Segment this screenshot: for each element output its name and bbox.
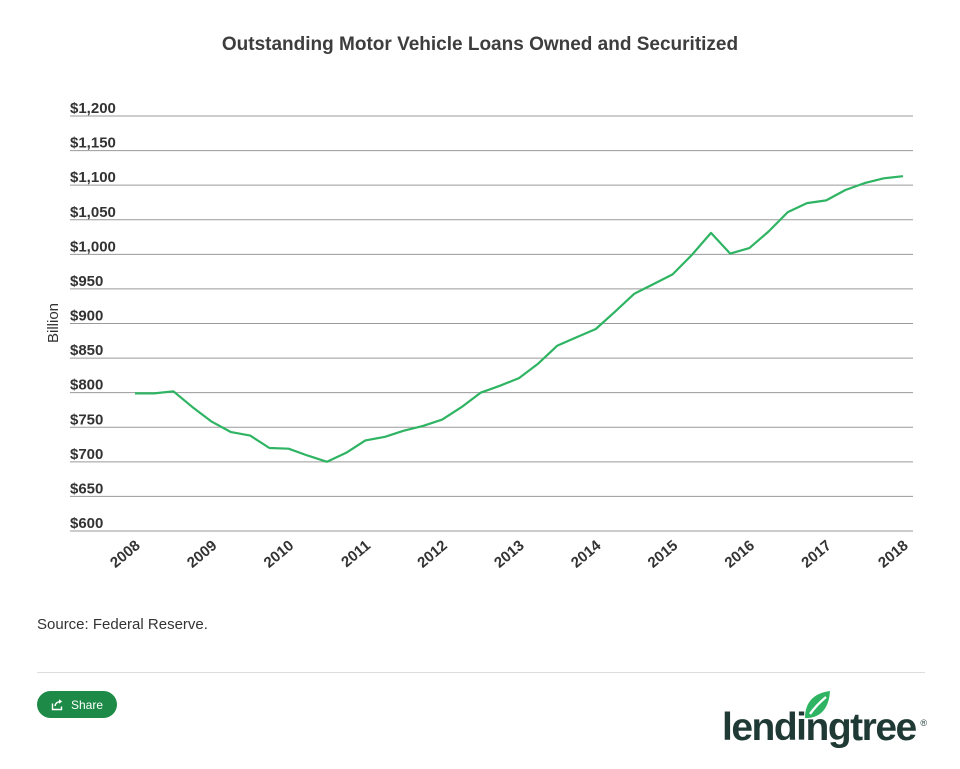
- data-point[interactable]: [285, 445, 293, 453]
- logo-registered-mark: ®: [920, 718, 927, 728]
- data-point[interactable]: [822, 196, 830, 204]
- y-tick-label: $750: [70, 411, 103, 428]
- x-tick-label: 2014: [568, 537, 605, 572]
- share-button[interactable]: Share: [37, 691, 117, 718]
- x-tick-label: 2017: [798, 537, 834, 571]
- x-tick-label: 2015: [645, 537, 681, 571]
- x-tick-label: 2018: [875, 537, 911, 571]
- x-tick-label: 2009: [184, 537, 220, 571]
- data-point[interactable]: [515, 374, 523, 382]
- data-point[interactable]: [496, 382, 504, 390]
- y-tick-label: $800: [70, 377, 103, 394]
- y-tick-label: $1,100: [70, 169, 116, 186]
- data-point[interactable]: [400, 427, 408, 435]
- y-tick-label: $1,150: [70, 135, 116, 152]
- data-point[interactable]: [304, 452, 312, 460]
- y-tick-label: $700: [70, 446, 103, 463]
- data-point[interactable]: [573, 333, 581, 341]
- x-tick-label: 2013: [491, 537, 527, 571]
- leaf-icon: [805, 691, 830, 718]
- data-point[interactable]: [841, 186, 849, 194]
- data-point[interactable]: [131, 389, 139, 397]
- data-point[interactable]: [381, 433, 389, 441]
- data-point[interactable]: [150, 389, 158, 397]
- data-point[interactable]: [227, 428, 235, 436]
- divider: [37, 672, 925, 673]
- data-point[interactable]: [457, 403, 465, 411]
- data-point[interactable]: [342, 449, 350, 457]
- data-point[interactable]: [534, 360, 542, 368]
- data-point[interactable]: [592, 325, 600, 333]
- share-label: Share: [70, 697, 104, 712]
- x-tick-label: 2011: [338, 537, 374, 571]
- logo-wordmark: lendingtree: [722, 706, 917, 749]
- share-icon: [51, 699, 63, 711]
- data-point[interactable]: [208, 418, 216, 426]
- data-point[interactable]: [707, 229, 715, 237]
- data-point[interactable]: [649, 280, 657, 288]
- source-note: Source: Federal Reserve.: [37, 616, 208, 633]
- series-group: [131, 172, 907, 466]
- grid-lines: [70, 115, 913, 532]
- x-axis-ticks: 2008 2009 2010 2011 2012 2013 2014 2015 2016 2017…: [107, 537, 911, 572]
- data-point[interactable]: [169, 387, 177, 395]
- data-point[interactable]: [765, 228, 773, 236]
- data-point[interactable]: [553, 342, 561, 350]
- data-point[interactable]: [438, 416, 446, 424]
- data-point[interactable]: [669, 270, 677, 278]
- data-point[interactable]: [419, 422, 427, 430]
- x-tick-label: 2010: [261, 537, 297, 571]
- x-tick-label: 2012: [414, 537, 450, 571]
- y-axis-label: Billion: [45, 303, 62, 343]
- y-tick-label: $850: [70, 342, 103, 359]
- data-point[interactable]: [745, 244, 753, 252]
- y-tick-label: $600: [70, 515, 103, 532]
- data-point[interactable]: [246, 432, 254, 440]
- data-point[interactable]: [630, 290, 638, 298]
- data-point[interactable]: [688, 251, 696, 259]
- y-tick-label: $650: [70, 480, 103, 497]
- data-point[interactable]: [803, 199, 811, 207]
- data-point[interactable]: [726, 250, 734, 258]
- data-point[interactable]: [880, 174, 888, 182]
- y-tick-label: $1,050: [70, 204, 116, 221]
- x-tick-label: 2008: [107, 537, 143, 571]
- y-axis-ticks: $600 $650 $700 $750 $800 $850 $900 $950 $1,000 $1…: [70, 100, 116, 532]
- lendingtree-logo[interactable]: lendingtree ®: [722, 688, 927, 754]
- data-point[interactable]: [189, 403, 197, 411]
- data-point[interactable]: [265, 444, 273, 452]
- y-tick-label: $950: [70, 273, 103, 290]
- y-tick-label: $900: [70, 308, 103, 325]
- x-tick-label: 2016: [721, 537, 757, 571]
- data-point[interactable]: [361, 436, 369, 444]
- series-line: [135, 175, 904, 463]
- data-point[interactable]: [611, 308, 619, 316]
- chart-title: Outstanding Motor Vehicle Loans Owned an…: [221, 34, 739, 55]
- line-chart: $600 $650 $700 $750 $800 $850 $900 $950 $1,000 $1…: [45, 100, 913, 572]
- data-point[interactable]: [477, 389, 485, 397]
- data-point[interactable]: [784, 208, 792, 216]
- data-point[interactable]: [899, 172, 907, 180]
- data-point[interactable]: [861, 179, 869, 187]
- data-point[interactable]: [323, 458, 331, 466]
- y-tick-label: $1,000: [70, 238, 116, 255]
- y-tick-label: $1,200: [70, 100, 116, 117]
